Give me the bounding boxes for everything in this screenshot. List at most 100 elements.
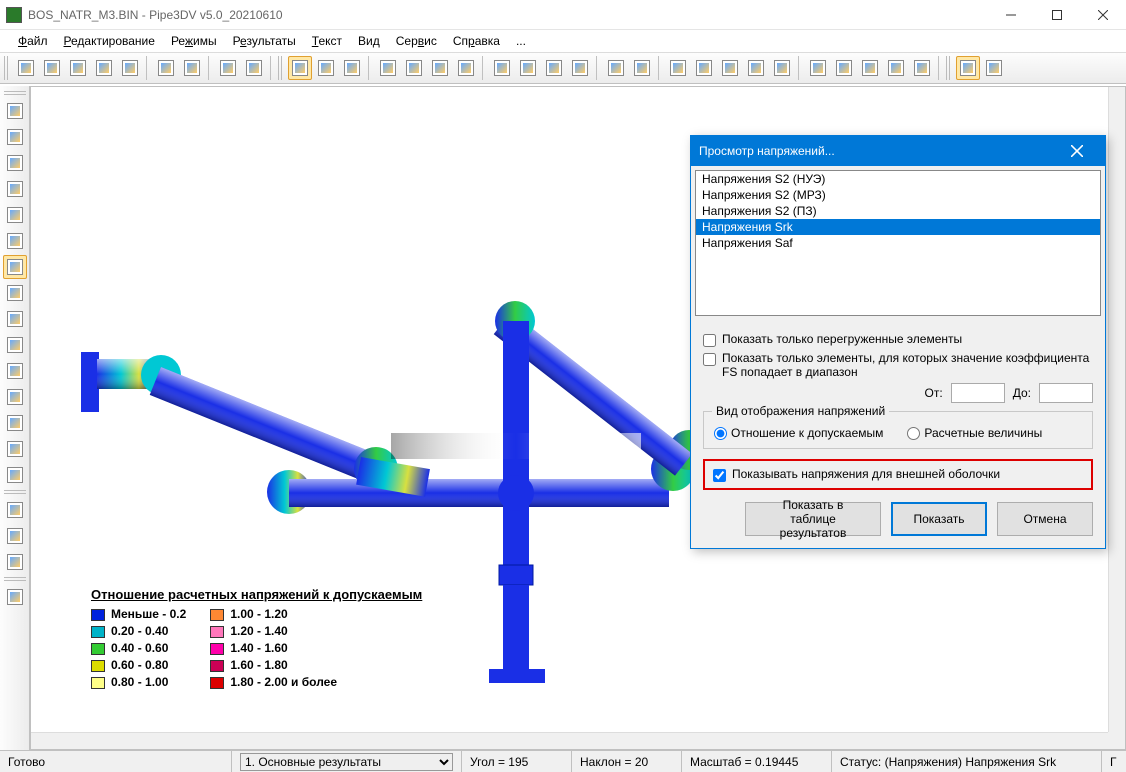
side-s12[interactable] (3, 385, 27, 409)
tb-axis-c[interactable] (770, 56, 794, 80)
side-s15[interactable] (3, 463, 27, 487)
chk-outer-shell-label: Показывать напряжения для внешней оболоч… (732, 467, 1000, 481)
radio-ratio[interactable]: Отношение к допускаемым (714, 426, 883, 440)
side-s1[interactable] (3, 99, 27, 123)
side-s2[interactable] (3, 125, 27, 149)
side-s17[interactable] (3, 524, 27, 548)
legend-item: Меньше - 0.2 (91, 606, 186, 623)
status-scale: Масштаб = 0.19445 (682, 751, 832, 772)
tb-export-dxf[interactable] (66, 56, 90, 80)
status-results-combo[interactable]: 1. Основные результаты (232, 751, 462, 772)
menu-сервис[interactable]: Сервис (390, 32, 443, 50)
side-s16[interactable] (3, 498, 27, 522)
tb-axis-b[interactable] (744, 56, 768, 80)
tb-zoom-win[interactable] (402, 56, 426, 80)
menu-режимы[interactable]: Режимы (165, 32, 223, 50)
scroll-corner (1108, 732, 1125, 749)
dialog-close-button[interactable] (1057, 137, 1097, 165)
menu-справка[interactable]: Справка (447, 32, 506, 50)
tb-res-b[interactable] (516, 56, 540, 80)
side-s7[interactable] (3, 255, 27, 279)
side-s5[interactable] (3, 203, 27, 227)
stress-item[interactable]: Напряжения S2 (НУЭ) (696, 171, 1100, 187)
menu-текст[interactable]: Текст (306, 32, 348, 50)
chk-outer-shell[interactable]: Показывать напряжения для внешней оболоч… (713, 467, 1083, 482)
tb-export-bmp[interactable] (92, 56, 116, 80)
side-s4[interactable] (3, 177, 27, 201)
side-s14[interactable] (3, 437, 27, 461)
app-icon (6, 7, 22, 23)
menu-...[interactable]: ... (510, 32, 532, 50)
stress-item[interactable]: Напряжения Srk (696, 219, 1100, 235)
legend-item: 1.40 - 1.60 (210, 640, 337, 657)
tb-zoom[interactable] (340, 56, 364, 80)
tb-axis-a[interactable] (718, 56, 742, 80)
tb-render[interactable] (956, 56, 980, 80)
tb-label-d[interactable] (884, 56, 908, 80)
maximize-button[interactable] (1034, 0, 1080, 30)
tb-label-c[interactable] (858, 56, 882, 80)
menu-редактирование[interactable]: Редактирование (58, 32, 161, 50)
dialog-titlebar[interactable]: Просмотр напряжений... (691, 136, 1105, 166)
side-s11[interactable] (3, 359, 27, 383)
tb-print[interactable] (118, 56, 142, 80)
legend-item: 1.80 - 2.00 и более (210, 674, 337, 691)
tb-paste[interactable] (242, 56, 266, 80)
legend-item: 1.20 - 1.40 (210, 623, 337, 640)
close-button[interactable] (1080, 0, 1126, 30)
chk-fs-range[interactable]: Показать только элементы, для которых зн… (703, 351, 1093, 379)
menu-файл[interactable]: Файл (12, 32, 54, 50)
show-in-table-button[interactable]: Показать в таблице результатов (745, 502, 881, 536)
tb-fit[interactable] (376, 56, 400, 80)
side-s6[interactable] (3, 229, 27, 253)
tb-meas[interactable] (666, 56, 690, 80)
tb-vis-a[interactable] (604, 56, 628, 80)
side-s9[interactable] (3, 307, 27, 331)
tb-tool-b[interactable] (180, 56, 204, 80)
side-s3[interactable] (3, 151, 27, 175)
side-s10[interactable] (3, 333, 27, 357)
tb-open[interactable] (14, 56, 38, 80)
chk-overloaded[interactable]: Показать только перегруженные элементы (703, 332, 1093, 347)
tb-zoom-out[interactable] (454, 56, 478, 80)
tb-pan[interactable] (314, 56, 338, 80)
stress-item[interactable]: Напряжения Saf (696, 235, 1100, 251)
tb-vis-b[interactable] (630, 56, 654, 80)
menubar: ФайлРедактированиеРежимыРезультатыТекстВ… (0, 30, 1126, 52)
tb-res-c[interactable] (542, 56, 566, 80)
side-s18[interactable] (3, 550, 27, 574)
menu-вид[interactable]: Вид (352, 32, 386, 50)
stress-item[interactable]: Напряжения S2 (МРЗ) (696, 187, 1100, 203)
minimize-button[interactable] (988, 0, 1034, 30)
tb-copy[interactable] (216, 56, 240, 80)
menu-результаты[interactable]: Результаты (227, 32, 302, 50)
side-s8[interactable] (3, 281, 27, 305)
legend-title: Отношение расчетных напряжений к допуска… (91, 587, 422, 602)
tb-save[interactable] (40, 56, 64, 80)
tb-orbit[interactable] (288, 56, 312, 80)
side-s13[interactable] (3, 411, 27, 435)
tb-zoom-in[interactable] (428, 56, 452, 80)
hscrollbar[interactable] (31, 732, 1108, 749)
chk-fs-range-label: Показать только элементы, для которых зн… (722, 351, 1093, 379)
legend-item: 0.20 - 0.40 (91, 623, 186, 640)
tb-label-b[interactable] (832, 56, 856, 80)
stress-item[interactable]: Напряжения S2 (ПЗ) (696, 203, 1100, 219)
tb-tool-a[interactable] (154, 56, 178, 80)
side-s19[interactable] (3, 585, 27, 609)
tb-label-e[interactable] (910, 56, 934, 80)
vscrollbar[interactable] (1108, 87, 1125, 732)
legend-item: 1.60 - 1.80 (210, 657, 337, 674)
tb-res-a[interactable] (490, 56, 514, 80)
from-input[interactable] (951, 383, 1005, 403)
radio-values[interactable]: Расчетные величины (907, 426, 1042, 440)
tb-res-d[interactable] (568, 56, 592, 80)
stress-listbox[interactable]: Напряжения S2 (НУЭ)Напряжения S2 (МРЗ)На… (695, 170, 1101, 316)
cancel-button[interactable]: Отмена (997, 502, 1093, 536)
to-input[interactable] (1039, 383, 1093, 403)
tb-ang[interactable] (692, 56, 716, 80)
show-button[interactable]: Показать (891, 502, 987, 536)
tb-wire[interactable] (982, 56, 1006, 80)
tb-label-a[interactable] (806, 56, 830, 80)
legend-item: 1.00 - 1.20 (210, 606, 337, 623)
